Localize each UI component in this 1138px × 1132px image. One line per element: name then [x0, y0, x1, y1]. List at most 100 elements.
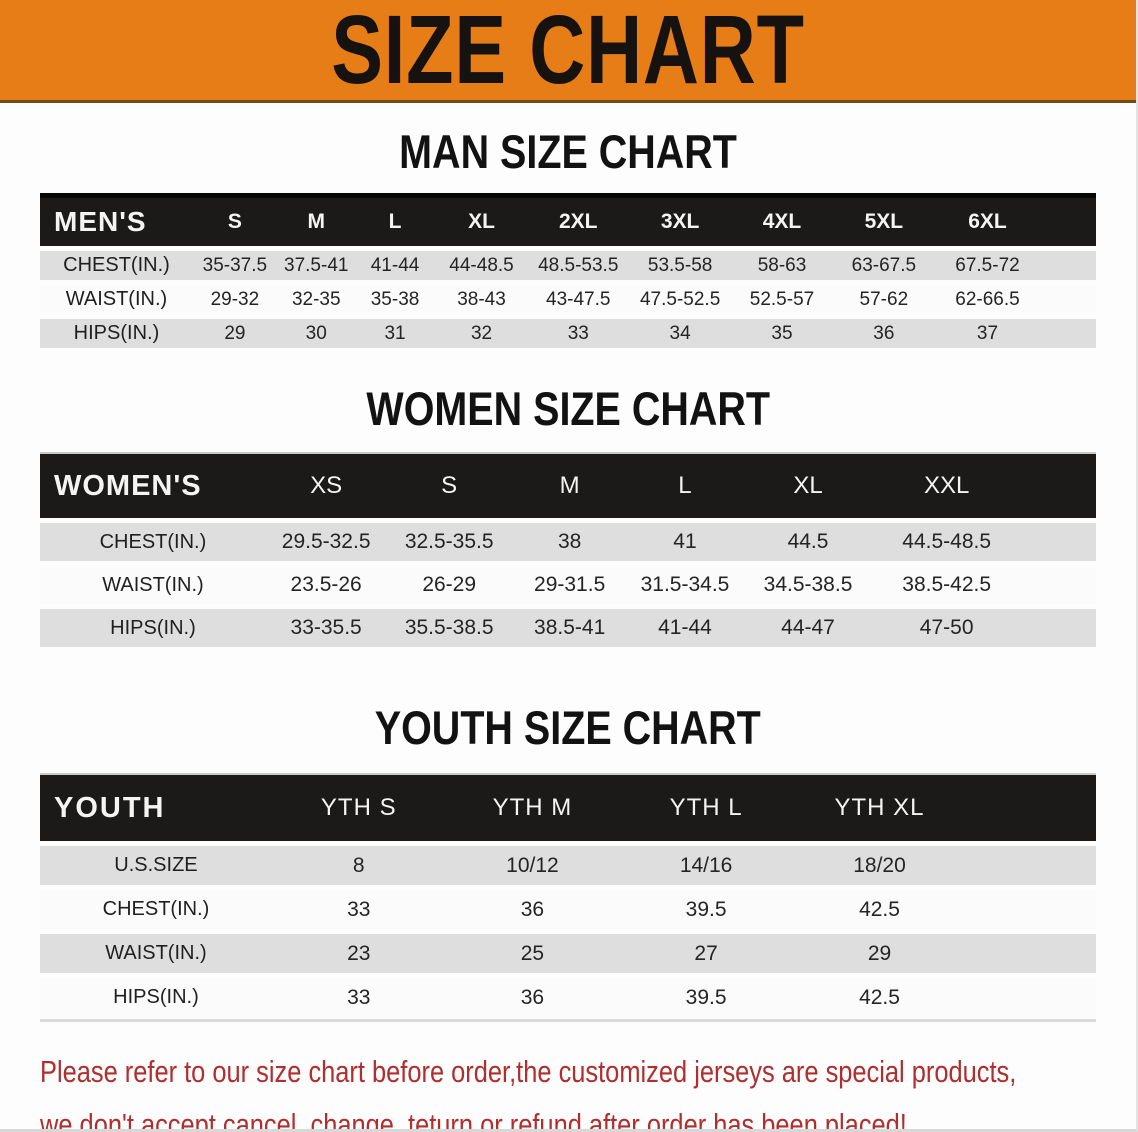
table-header-row: WOMEN'S XS S M L XL XXL: [40, 454, 1096, 518]
measurement-value: 43-47.5: [528, 282, 628, 316]
size-column-header: L: [627, 454, 743, 518]
size-column-header: 3XL: [627, 198, 733, 246]
women-section-heading: WOMEN SIZE CHART: [0, 384, 1136, 434]
measurement-label: CHEST(IN.): [40, 246, 193, 282]
measurement-row: HIPS(IN.) 29 30 31 32 33 34 35 36 37: [40, 316, 1096, 350]
youth-section: YOUTH SIZE CHART YOUTH YTH S YTH M YTH L YTH…: [0, 703, 1136, 1022]
measurement-label: U.S.SIZE: [40, 841, 272, 887]
measurement-value: 33: [271, 887, 446, 931]
measurement-value: 47-50: [873, 606, 1096, 649]
banner: SIZE CHART: [0, 0, 1136, 103]
measurement-value: 33: [271, 975, 446, 1019]
table-header-row: MEN'S S M L XL 2XL 3XL 4XL 5XL 6XL: [40, 198, 1096, 246]
measurement-label: WAIST(IN.): [40, 931, 272, 975]
measurement-value: 8: [271, 841, 446, 887]
measurement-value: 34.5-38.5: [742, 563, 874, 606]
measurement-row: WAIST(IN.) 29-32 32-35 35-38 38-43 43-47.5 47.…: [40, 282, 1096, 316]
measurement-value: 36: [445, 887, 620, 931]
measurement-value: 33: [528, 316, 628, 350]
table-group-label: YOUTH: [40, 775, 272, 841]
size-column-header: XL: [434, 198, 529, 246]
table-group-label: WOMEN'S: [40, 454, 266, 518]
measurement-value: 44-48.5: [434, 246, 529, 282]
measurement-value: 25: [445, 931, 620, 975]
youth-section-heading: YOUTH SIZE CHART: [0, 703, 1136, 753]
measurement-label: HIPS(IN.): [40, 606, 266, 649]
measurement-value: 14/16: [619, 841, 793, 887]
women-size-table: WOMEN'S XS S M L XL XXL CHEST(IN.) 29.5-32.5 32.5…: [40, 452, 1096, 649]
measurement-value: 38.5-41: [512, 606, 628, 649]
measurement-value: 29: [192, 316, 277, 350]
measurement-row: CHEST(IN.) 29.5-32.5 32.5-35.5 38 41 44.5 44.5…: [40, 518, 1096, 563]
measurement-value: 29-32: [192, 282, 277, 316]
size-column-header: M: [276, 198, 356, 246]
size-column-header: S: [386, 454, 512, 518]
size-column-header: 5XL: [831, 198, 937, 246]
measurement-value: 44.5: [742, 518, 874, 563]
measurement-value: 26-29: [386, 563, 512, 606]
size-column-header: 4XL: [732, 198, 832, 246]
measurement-value: 42.5: [792, 975, 1096, 1019]
measurement-value: 39.5: [619, 887, 793, 931]
measurement-value: 35-38: [355, 282, 435, 316]
size-column-header: YTH L: [619, 775, 793, 841]
youth-size-table: YOUTH YTH S YTH M YTH L YTH XL U.S.SIZE 8 10/12…: [40, 773, 1096, 1022]
size-column-header: XL: [742, 454, 874, 518]
table-header-row: YOUTH YTH S YTH M YTH L YTH XL: [40, 775, 1096, 841]
measurement-row: U.S.SIZE 8 10/12 14/16 18/20: [40, 841, 1096, 887]
measurement-value: 18/20: [792, 841, 1096, 887]
order-note-text-2: we don't accept cancel, change, teturn o…: [40, 1107, 907, 1132]
measurement-value: 29-31.5: [512, 563, 628, 606]
measurement-value: 57-62: [831, 282, 937, 316]
measurement-value: 31: [355, 316, 435, 350]
measurement-row: CHEST(IN.) 35-37.5 37.5-41 41-44 44-48.5 48.5…: [40, 246, 1096, 282]
measurement-value: 27: [619, 931, 793, 975]
measurement-value: 62-66.5: [936, 282, 1096, 316]
measurement-row: HIPS(IN.) 33 36 39.5 42.5: [40, 975, 1096, 1019]
women-section: WOMEN SIZE CHART WOMEN'S XS S M L XL XXL CHEST(…: [0, 384, 1136, 649]
measurement-value: 30: [276, 316, 356, 350]
measurement-value: 31.5-34.5: [627, 563, 743, 606]
size-column-header: XXL: [873, 454, 1096, 518]
measurement-value: 41: [627, 518, 743, 563]
measurement-label: CHEST(IN.): [40, 518, 266, 563]
measurement-value: 38.5-42.5: [873, 563, 1096, 606]
measurement-value: 41-44: [355, 246, 435, 282]
measurement-label: HIPS(IN.): [40, 975, 272, 1019]
measurement-label: WAIST(IN.): [40, 563, 266, 606]
page-title: SIZE CHART: [331, 0, 805, 103]
measurement-value: 35: [732, 316, 832, 350]
men-section-heading-text: MAN SIZE CHART: [399, 125, 737, 178]
measurement-label: CHEST(IN.): [40, 887, 272, 931]
measurement-value: 32: [434, 316, 529, 350]
size-column-header: M: [512, 454, 628, 518]
measurement-value: 47.5-52.5: [627, 282, 733, 316]
measurement-value: 37.5-41: [276, 246, 356, 282]
measurement-value: 39.5: [619, 975, 793, 1019]
measurement-value: 35-37.5: [192, 246, 277, 282]
measurement-row: WAIST(IN.) 23.5-26 26-29 29-31.5 31.5-34.5 34…: [40, 563, 1096, 606]
order-note-text-1: Please refer to our size chart before or…: [40, 1054, 1017, 1089]
measurement-value: 38: [512, 518, 628, 563]
size-column-header: S: [192, 198, 277, 246]
measurement-value: 42.5: [792, 887, 1096, 931]
measurement-value: 36: [831, 316, 937, 350]
size-column-header: YTH S: [271, 775, 446, 841]
size-column-header: 2XL: [528, 198, 628, 246]
measurement-value: 52.5-57: [732, 282, 832, 316]
measurement-value: 53.5-58: [627, 246, 733, 282]
measurement-label: HIPS(IN.): [40, 316, 193, 350]
men-section-heading: MAN SIZE CHART: [0, 127, 1136, 177]
men-section: MAN SIZE CHART MEN'S S M L XL 2XL 3XL 4XL 5XL 6XL…: [0, 127, 1136, 350]
measurement-value: 67.5-72: [936, 246, 1096, 282]
measurement-value: 48.5-53.5: [528, 246, 628, 282]
measurement-value: 29: [792, 931, 1096, 975]
measurement-label: WAIST(IN.): [40, 282, 193, 316]
measurement-value: 33-35.5: [265, 606, 387, 649]
size-column-header: YTH XL: [792, 775, 1096, 841]
measurement-row: CHEST(IN.) 33 36 39.5 42.5: [40, 887, 1096, 931]
measurement-value: 29.5-32.5: [265, 518, 387, 563]
size-column-header: 6XL: [936, 198, 1096, 246]
measurement-value: 36: [445, 975, 620, 1019]
size-column-header: XS: [265, 454, 387, 518]
